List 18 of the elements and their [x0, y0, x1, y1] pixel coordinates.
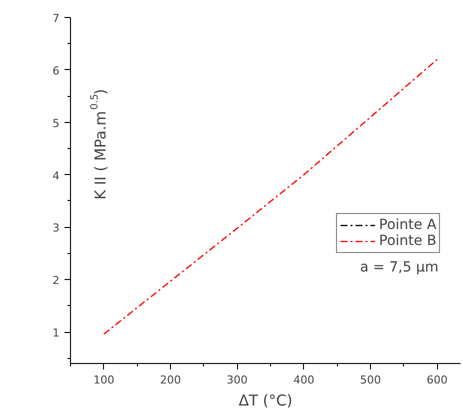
y-axis-title: K II ( MPa.m0.5): [90, 88, 110, 200]
x-tick-label: 100: [93, 374, 114, 386]
x-tick-label: 200: [160, 374, 181, 386]
y-tick-label: 2: [52, 274, 60, 288]
annotation: a = 7,5 μm: [360, 260, 439, 276]
x-tick-label: 500: [360, 374, 381, 386]
x-tick-label: 600: [426, 374, 448, 386]
y-tick-label: 4: [52, 169, 60, 182]
x-axis-title: ΔT (°C): [238, 392, 292, 410]
y-tick-label: 6: [52, 64, 60, 78]
x-tick-label: 300: [226, 374, 248, 386]
legend-label: Pointe A: [379, 217, 436, 233]
y-tick-label: 3: [52, 222, 60, 235]
legend-label: Pointe B: [379, 233, 436, 249]
x-tick-label: 400: [293, 374, 314, 386]
y-tick-label: 1: [52, 326, 60, 340]
y-tick-label: 7: [52, 12, 60, 25]
y-tick-label: 5: [52, 116, 60, 130]
